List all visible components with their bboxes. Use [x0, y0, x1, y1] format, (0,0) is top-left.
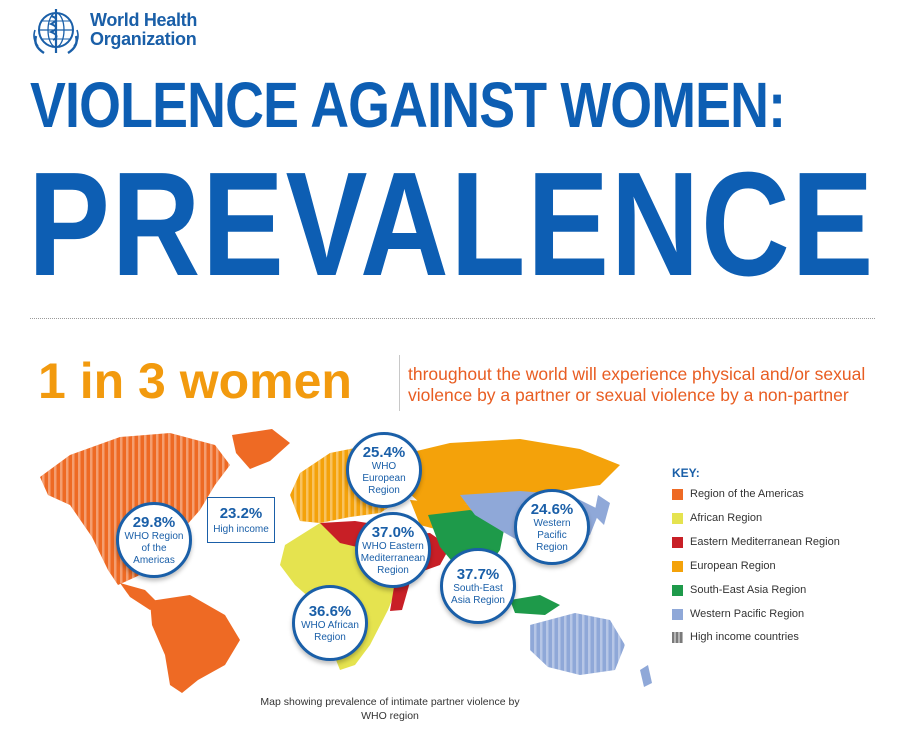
- title-line1: VIOLENCE AGAINST WOMEN:: [30, 69, 786, 141]
- dotted-divider: [30, 318, 875, 319]
- south-east-asia-label: South-East Asia Region: [451, 582, 505, 606]
- western-pacific-pct: 24.6%: [530, 500, 574, 518]
- key-label: Eastern Mediterranean Region: [690, 536, 840, 548]
- who-emblem-icon: [33, 9, 79, 55]
- key-item: Region of the Americas: [672, 486, 804, 502]
- key-swatch: [672, 608, 683, 620]
- key-label: High income countries: [690, 631, 799, 643]
- russia-shape: [400, 439, 620, 505]
- headline-text: throughout the world will experience phy…: [408, 364, 866, 405]
- greenland-shape: [232, 429, 290, 469]
- western-pacific-bubble: 24.6% Western Pacific Region: [514, 489, 590, 565]
- european-bubble: 25.4% WHO European Region: [346, 432, 422, 508]
- high-income-pct: 23.2%: [219, 504, 263, 522]
- americas-pct: 29.8%: [132, 513, 176, 531]
- key-label: Western Pacific Region: [690, 608, 805, 620]
- eastern-mediterranean-pct: 37.0%: [371, 523, 415, 541]
- high-income-label: High income: [213, 523, 269, 535]
- south-east-asia-pct: 37.7%: [456, 565, 500, 583]
- headline-stat: 1 in 3 women: [38, 353, 352, 409]
- western-pacific-label: Western Pacific Region: [533, 517, 571, 553]
- key-swatch: [672, 536, 683, 548]
- key-item: South-East Asia Region: [672, 582, 806, 598]
- european-pct: 25.4%: [362, 443, 406, 461]
- key-item: African Region: [672, 510, 762, 526]
- organization-line2: Organization: [90, 29, 197, 49]
- key-item: Eastern Mediterranean Region: [672, 534, 840, 550]
- key-title: KEY:: [672, 466, 700, 480]
- key-swatch: [672, 488, 683, 500]
- key-swatch: [672, 631, 683, 643]
- key-item: High income countries: [672, 629, 799, 645]
- key-swatch: [672, 560, 683, 572]
- key-swatch: [672, 512, 683, 524]
- key-label: African Region: [690, 512, 763, 524]
- south-america-shape: [150, 595, 240, 693]
- key-swatch: [672, 584, 683, 596]
- headline-separator: [399, 355, 400, 411]
- americas-bubble: 29.8% WHO Region of the Americas: [116, 502, 192, 578]
- organization-name: World Health Organization: [90, 11, 197, 49]
- african-label: WHO African Region: [301, 619, 359, 643]
- key-label: Region of the Americas: [690, 488, 804, 500]
- title-line2: PREVALENCE: [28, 142, 876, 307]
- organization-line1: World Health: [90, 10, 198, 30]
- high-income-box: 23.2% High income: [207, 497, 275, 543]
- european-label: WHO European Region: [362, 460, 406, 496]
- african-pct: 36.6%: [308, 602, 352, 620]
- key-label: European Region: [690, 560, 776, 572]
- map-caption: Map showing prevalence of intimate partn…: [260, 696, 520, 722]
- eastern-mediterranean-bubble: 37.0% WHO Eastern Mediterranean Region: [355, 512, 431, 588]
- eastern-mediterranean-label: WHO Eastern Mediterranean Region: [360, 540, 426, 576]
- south-east-asia-bubble: 37.7% South-East Asia Region: [440, 548, 516, 624]
- key-item: Western Pacific Region: [672, 606, 804, 622]
- key-item: European Region: [672, 558, 776, 574]
- americas-label: WHO Region of the Americas: [124, 530, 184, 566]
- african-bubble: 36.6% WHO African Region: [292, 585, 368, 661]
- key-label: South-East Asia Region: [690, 584, 807, 596]
